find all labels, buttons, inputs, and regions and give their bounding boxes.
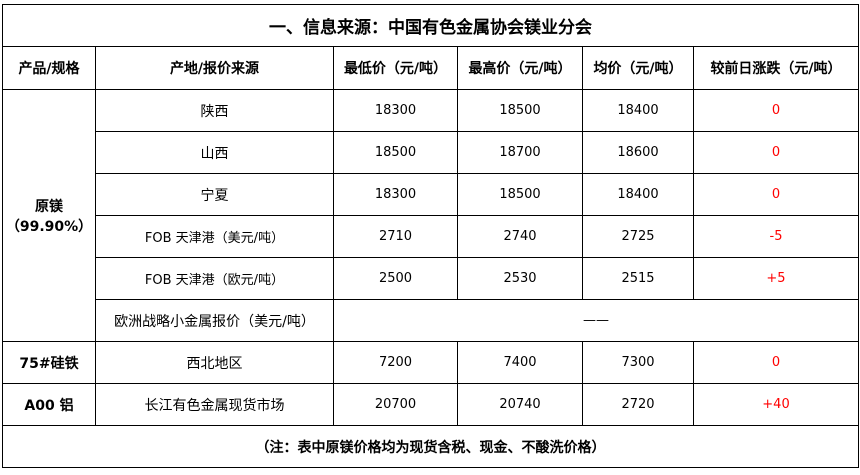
source-cell: 长江有色金属现货市场 — [95, 383, 334, 426]
avg-cell: 7300 — [582, 341, 694, 384]
product-aluminum: A00 铝 — [2, 383, 96, 426]
product-ferrosilicon: 75#硅铁 — [2, 341, 96, 384]
low-cell: 18300 — [333, 89, 458, 132]
header-change: 较前日涨跌（元/吨） — [693, 46, 859, 90]
table-row: 原镁 （99.90%） 陕西 18300 18500 18400 0 — [2, 89, 859, 342]
change-cell: +5 — [693, 257, 859, 300]
table-row: FOB 天津港（美元/吨） 2710 2740 2725 -5 — [3, 215, 859, 258]
low-cell: 20700 — [333, 383, 458, 426]
source-cell: 山西 — [95, 131, 334, 174]
source-cell: FOB 天津港（美元/吨） — [95, 215, 334, 258]
product-spec: （99.90%） — [5, 218, 93, 235]
high-cell: 7400 — [457, 341, 583, 384]
change-cell: 0 — [693, 173, 859, 216]
source-cell: 陕西 — [95, 89, 334, 132]
high-cell: 20740 — [457, 383, 583, 426]
source-cell: FOB 天津港（欧元/吨） — [95, 257, 334, 300]
low-cell: 18300 — [333, 173, 458, 216]
low-cell: 7200 — [333, 341, 458, 384]
table-row: 欧洲战略小金属报价（美元/吨） —— — [3, 299, 859, 342]
price-table: 一、信息来源：中国有色金属协会镁业分会 产品/规格 产地/报价来源 最低价（元/… — [2, 4, 859, 468]
avg-cell: 2720 — [582, 383, 694, 426]
header-low: 最低价（元/吨） — [333, 46, 458, 90]
low-cell: 18500 — [333, 131, 458, 174]
change-cell: 0 — [693, 89, 859, 132]
change-cell: +40 — [693, 383, 859, 426]
high-cell: 2740 — [457, 215, 583, 258]
high-cell: 18500 — [457, 89, 583, 132]
header-high: 最高价（元/吨） — [457, 46, 583, 90]
table-row: 山西 18500 18700 18600 0 — [3, 131, 859, 174]
table-row: FOB 天津港（欧元/吨） 2500 2530 2515 +5 — [3, 257, 859, 300]
source-cell: 宁夏 — [95, 173, 334, 216]
low-cell: 2500 — [333, 257, 458, 300]
product-magnesium: 原镁 （99.90%） — [2, 89, 96, 342]
avg-cell: 18400 — [582, 89, 694, 132]
avg-cell: 2725 — [582, 215, 694, 258]
low-cell: 2710 — [333, 215, 458, 258]
source-cell: 欧洲战略小金属报价（美元/吨） — [95, 299, 334, 342]
change-cell: 0 — [693, 131, 859, 174]
change-cell: -5 — [693, 215, 859, 258]
high-cell: 18500 — [457, 173, 583, 216]
change-cell: 0 — [693, 341, 859, 384]
header-source: 产地/报价来源 — [95, 46, 334, 90]
avg-cell: 18600 — [582, 131, 694, 174]
product-name: 原镁 — [35, 198, 63, 215]
table-title: 一、信息来源：中国有色金属协会镁业分会 — [2, 4, 859, 47]
header-avg: 均价（元/吨） — [582, 46, 694, 90]
avg-cell: 18400 — [582, 173, 694, 216]
table-row: 75#硅铁 西北地区 7200 7400 7300 0 — [2, 341, 859, 384]
table-row: 宁夏 18300 18500 18400 0 — [3, 173, 859, 216]
table-note: （注：表中原镁价格均为现货含税、现金、不酸洗价格） — [2, 425, 859, 468]
high-cell: 2530 — [457, 257, 583, 300]
high-cell: 18700 — [457, 131, 583, 174]
header-product: 产品/规格 — [2, 46, 96, 90]
avg-cell: 2515 — [582, 257, 694, 300]
europe-value: —— — [333, 299, 859, 342]
table-row: A00 铝 长江有色金属现货市场 20700 20740 2720 +40 — [2, 383, 859, 426]
source-cell: 西北地区 — [95, 341, 334, 384]
